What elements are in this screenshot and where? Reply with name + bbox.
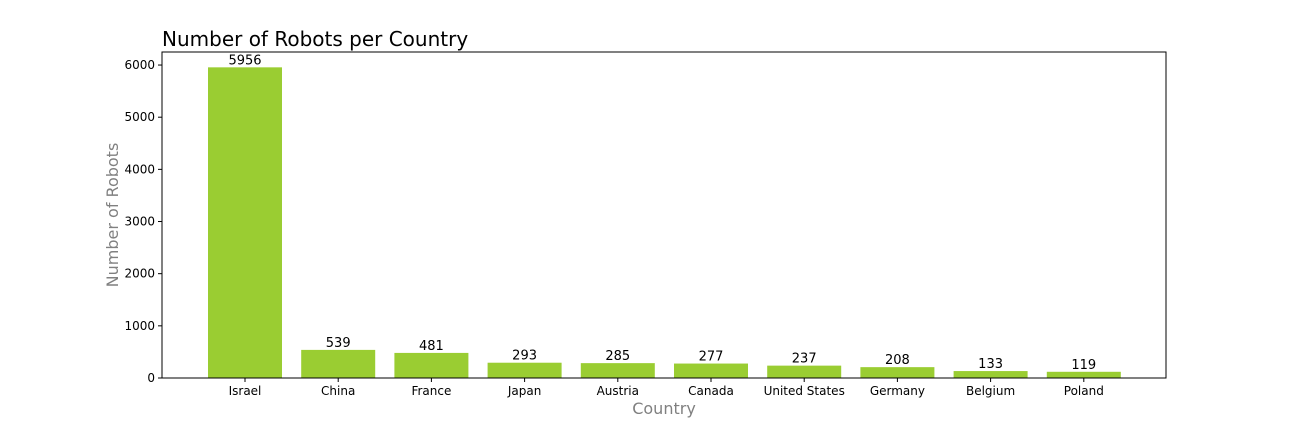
bar-value-label: 237 (792, 352, 817, 367)
bar-austria (580, 363, 655, 378)
x-tick-label: Israel (229, 384, 262, 398)
bar-united-states (767, 365, 842, 378)
x-tick-label: Canada (688, 384, 734, 398)
bar-value-label: 133 (978, 357, 1003, 372)
bar-value-label: 539 (326, 336, 351, 351)
x-tick-label: Poland (1064, 384, 1104, 398)
bar-value-label: 285 (605, 349, 630, 364)
x-tick-label: Belgium (966, 384, 1015, 398)
y-tick-label: 0 (147, 371, 155, 385)
y-axis-label: Number of Robots (103, 143, 122, 288)
y-tick-label: 2000 (124, 267, 155, 281)
y-tick-label: 6000 (124, 58, 155, 72)
bar-value-label: 208 (885, 353, 910, 368)
bar-france (394, 352, 469, 378)
y-tick-label: 1000 (124, 319, 155, 333)
x-tick-label: France (411, 384, 451, 398)
y-tick-label: 3000 (124, 215, 155, 229)
x-axis-label: Country (632, 399, 696, 418)
y-tick-label: 4000 (124, 162, 155, 176)
bar-germany (860, 367, 935, 378)
bar-belgium (953, 371, 1028, 378)
bar-poland (1046, 371, 1121, 378)
bar-value-label: 293 (512, 349, 537, 364)
bar-value-label: 277 (699, 350, 724, 365)
bar-value-label: 119 (1071, 358, 1096, 373)
plot-area: 0 1000 2000 3000 4000 5000 6000 5956 Israel 539 Ch… (124, 53, 1121, 398)
plot-frame (161, 51, 1167, 379)
bar-israel (208, 67, 282, 379)
bar-canada (674, 363, 748, 378)
bar-china (301, 349, 376, 378)
chart-title: Number of Robots per Country (162, 27, 468, 51)
x-tick-label: Japan (507, 384, 541, 398)
x-tick-label: Germany (870, 384, 925, 398)
x-tick-label: Austria (597, 384, 639, 398)
x-tick-label: United States (764, 384, 845, 398)
bar-japan (487, 362, 562, 378)
bar-value-label: 5956 (228, 53, 261, 68)
x-tick-label: China (321, 384, 355, 398)
y-tick-label: 5000 (124, 110, 155, 124)
bar-value-label: 481 (419, 339, 444, 354)
